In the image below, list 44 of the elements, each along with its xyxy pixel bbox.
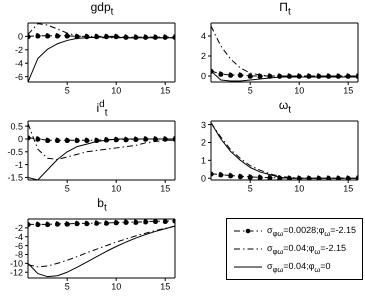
x-tick-label: 5 — [64, 85, 70, 96]
y-tick-label: 2 — [200, 51, 206, 62]
x-tick-label: 5 — [64, 281, 70, 292]
x-tick-label: 15 — [160, 281, 170, 292]
y-tick-label: -10 — [10, 258, 23, 269]
y-tick-label: -8 — [14, 250, 23, 260]
x-tick-label: 15 — [343, 183, 354, 194]
y-tick-label: 0 — [18, 32, 23, 42]
y-tick-label: 1 — [200, 156, 206, 166]
x-tick-label: 10 — [111, 183, 122, 194]
y-tick-label: 0 — [200, 173, 206, 184]
x-tick-label: 5 — [64, 183, 70, 194]
y-tick-label: 0.5 — [10, 121, 23, 132]
y-tick-label: 3 — [200, 120, 206, 130]
chart-title: Π$_{t}$ — [278, 0, 292, 20]
chart-title: gdp$_{t}$ — [90, 0, 114, 20]
x-tick-label: 15 — [160, 183, 170, 194]
x-tick-label: 15 — [343, 85, 354, 96]
x-tick-label: 10 — [111, 85, 122, 96]
x-tick-label: 10 — [294, 85, 304, 96]
y-tick-label: -4 — [14, 232, 23, 242]
y-tick-label: -1.5 — [7, 172, 23, 183]
y-tick-label: -2 — [14, 45, 23, 56]
legend-label: σ$_{φω}$=0.04;φ$_{ω}$=0 — [267, 260, 331, 274]
chart-title: ω$_{t}$ — [278, 98, 292, 118]
legend-label: σ$_{φω}$=0.0028;φ$_{ω}$=-2.15 — [267, 224, 356, 238]
chart-title: b$_{t}$ — [96, 196, 108, 216]
y-tick-label: -6 — [14, 72, 23, 82]
x-tick-label: 5 — [248, 183, 253, 194]
y-tick-label: -6 — [14, 240, 23, 251]
x-tick-label: 15 — [160, 85, 170, 96]
y-tick-label: -1 — [14, 160, 23, 170]
x-tick-label: 10 — [294, 183, 304, 194]
y-tick-label: -2 — [14, 223, 23, 234]
y-tick-label: -0.5 — [7, 146, 23, 157]
y-tick-label: 0 — [18, 134, 23, 144]
x-tick-label: 5 — [248, 85, 253, 96]
legend-label: σ$_{φω}$=0.04;φ$_{ω}$=-2.15 — [267, 242, 346, 256]
x-tick-label: 10 — [111, 281, 122, 292]
y-tick-label: 4 — [200, 31, 206, 42]
y-tick-label: -12 — [10, 267, 23, 278]
y-tick-label: 0 — [200, 71, 206, 82]
y-tick-label: 2 — [200, 138, 206, 148]
y-tick-label: -4 — [14, 58, 23, 68]
